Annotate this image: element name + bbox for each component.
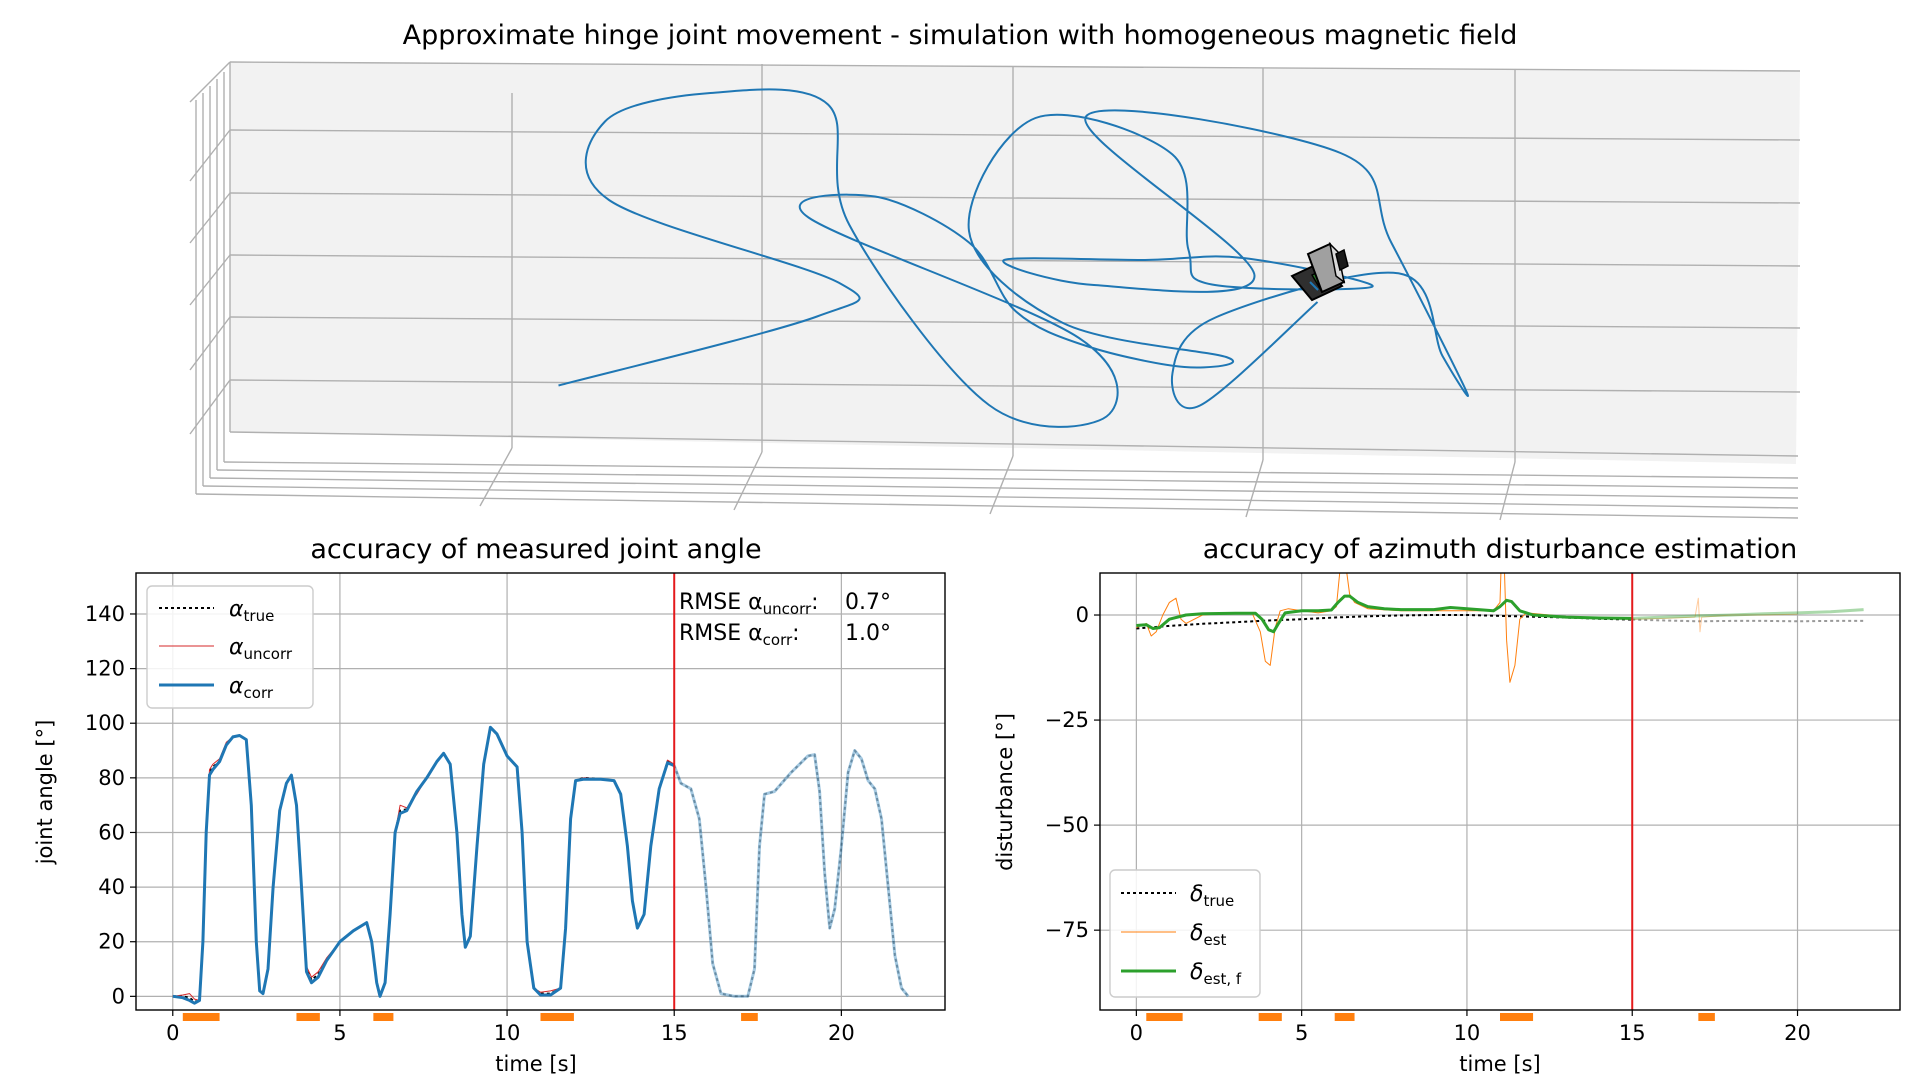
- series-line-faded: [673, 749, 909, 998]
- left-series-lines: [172, 725, 910, 1005]
- rmse-corr-value: 1.0°: [845, 621, 891, 646]
- x-tick-label: 15: [661, 1021, 688, 1045]
- left-legend: αtrue αuncorr αcorr: [146, 585, 314, 709]
- left-xlabel: time [s]: [495, 1052, 576, 1076]
- title-3d: Approximate hinge joint movement - simul…: [403, 20, 1518, 51]
- right-ticks: 0 5 10 15 20 0 −25 −50 −75: [1045, 603, 1811, 1045]
- series-line-faded: [1632, 618, 1864, 623]
- sensor-box-icon: [1290, 241, 1349, 302]
- left-legend-box: [146, 585, 314, 709]
- series-line-faded: [1632, 597, 1798, 633]
- panel-left: accuracy of measured joint angle 0 5 10 15 2…: [33, 534, 946, 1076]
- y-tick-label: 0: [1076, 603, 1089, 627]
- rmse-uncorr-value: 0.7°: [845, 590, 891, 615]
- x-tick-label: 15: [1619, 1021, 1646, 1045]
- y-tick-label: 0: [112, 984, 125, 1008]
- trajectory-3d-line: [558, 88, 1469, 428]
- y-tick-label: 100: [85, 711, 125, 735]
- y-tick-label: 60: [98, 820, 125, 844]
- right-legend-box: [1109, 869, 1261, 998]
- x-tick-label: 20: [828, 1021, 855, 1045]
- left-rmse-annotations: RMSE αuncorr: 0.7° RMSE αcorr: 1.0°: [679, 590, 891, 649]
- right-ylabel: disturbance [°]: [993, 713, 1017, 871]
- left-ticks: 0 5 10 15 20 0 20 40 60 80 100 120 140: [85, 602, 855, 1045]
- right-xlabel: time [s]: [1459, 1052, 1540, 1076]
- y-tick-label: 40: [98, 875, 125, 899]
- y-tick-label: 20: [98, 930, 125, 954]
- y-tick-label: −75: [1045, 918, 1089, 942]
- series-line-faded: [672, 749, 910, 998]
- left-ylabel: joint angle [°]: [33, 720, 57, 866]
- right-title: accuracy of azimuth disturbance estimati…: [1203, 534, 1798, 565]
- x-tick-label: 5: [333, 1021, 346, 1045]
- right-axes-frame: [1099, 572, 1901, 1011]
- left-legend-true-label: αtrue: [229, 597, 274, 625]
- x-tick-label: 10: [494, 1021, 521, 1045]
- y-tick-label: 140: [85, 602, 125, 626]
- left-title: accuracy of measured joint angle: [310, 534, 761, 565]
- y-tick-label: −50: [1045, 813, 1089, 837]
- x-tick-label: 10: [1454, 1021, 1481, 1045]
- right-legend-true-label: δtrue: [1190, 882, 1234, 910]
- grid-3d: [189, 61, 1801, 521]
- left-legend-uncorr-label: αuncorr: [229, 635, 293, 663]
- x-tick-label: 0: [166, 1021, 179, 1045]
- x-tick-label: 5: [1295, 1021, 1308, 1045]
- x-tick-label: 0: [1130, 1021, 1143, 1045]
- x-tick-label: 20: [1784, 1021, 1811, 1045]
- right-legend-est-label: δest: [1190, 921, 1227, 949]
- left-legend-corr-label: αcorr: [229, 674, 274, 702]
- series-line: [1136, 594, 1633, 634]
- y-tick-label: −25: [1045, 708, 1089, 732]
- panel-right: accuracy of azimuth disturbance estimati…: [993, 534, 1901, 1076]
- series-line: [172, 725, 675, 1005]
- y-tick-label: 80: [98, 766, 125, 790]
- series-line: [1136, 573, 1633, 683]
- rmse-corr-label: RMSE αcorr:: [679, 621, 800, 649]
- back-pane: [230, 62, 1800, 464]
- y-tick-label: 120: [85, 657, 125, 681]
- panel-3d: Approximate hinge joint movement - simul…: [189, 20, 1801, 521]
- left-axes-frame: [135, 572, 946, 1011]
- right-series-lines: [1136, 573, 1864, 683]
- series-line: [1136, 614, 1633, 630]
- rmse-uncorr-label: RMSE αuncorr:: [679, 590, 819, 618]
- right-legend: δtrue δest δest, f: [1109, 869, 1261, 998]
- series-line-faded: [1632, 608, 1864, 620]
- right-legend-estf-label: δest, f: [1190, 960, 1242, 988]
